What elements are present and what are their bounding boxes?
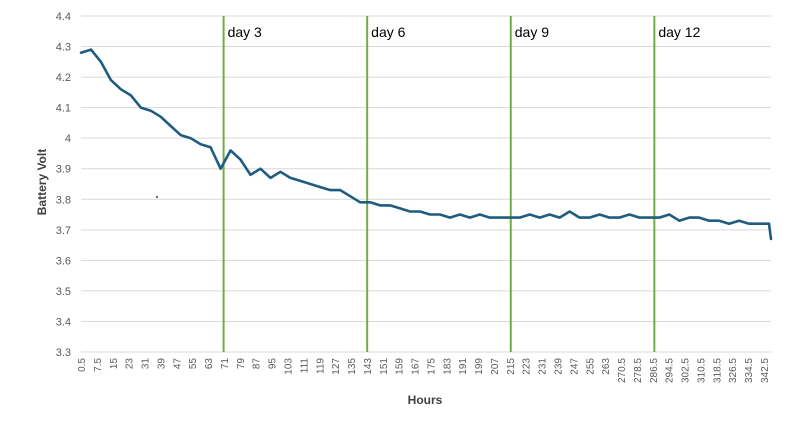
x-tick-label: 334.5	[744, 358, 755, 383]
y-tick-label: 3.7	[56, 225, 71, 237]
x-tick-label: 15	[109, 358, 120, 370]
stray-dot	[156, 196, 158, 198]
x-tick-label: 270.5	[617, 358, 628, 383]
x-axis-title: Hours	[408, 393, 443, 407]
y-axis-title: Battery Volt	[35, 149, 49, 215]
x-tick-label: 63	[204, 358, 215, 370]
x-tick-label: 103	[283, 358, 294, 375]
x-tick-label: 183	[442, 358, 453, 375]
x-tick-label: 0.5	[77, 358, 88, 372]
y-tick-label: 4.2	[56, 72, 71, 84]
x-tick-label: 95	[268, 358, 279, 370]
day-marker-label: day 6	[371, 24, 405, 40]
y-tick-label: 4.3	[56, 42, 71, 54]
x-tick-label: 207	[490, 358, 501, 375]
x-tick-label: 127	[331, 358, 342, 375]
x-tick-label: 247	[569, 358, 580, 375]
day-marker-label: day 12	[658, 24, 700, 40]
x-tick-label: 231	[538, 358, 549, 375]
x-tick-label: 239	[554, 358, 565, 375]
x-tick-label: 47	[172, 358, 183, 370]
gridlines	[81, 15, 771, 353]
day-markers: day 3 day 6 day 9 day 12	[222, 16, 701, 352]
y-tick-label: 3.6	[56, 255, 71, 267]
x-tick-label: 143	[363, 358, 374, 375]
x-tick-label: 111	[299, 358, 310, 374]
y-tick-label: 3.5	[56, 286, 71, 298]
x-tick-label: 294.5	[665, 358, 676, 383]
x-tick-label: 167	[411, 358, 422, 375]
x-tick-label: 7.5	[93, 358, 104, 372]
x-tick-label: 119	[315, 358, 326, 374]
x-axis-ticks: 0.5 7.5 15 23 31 39 47 55 63 71 79 87 95 103 111 119 127…	[77, 358, 771, 383]
series-layer	[79, 48, 773, 241]
x-tick-label: 318.5	[712, 358, 723, 383]
y-tick-label: 3.3	[56, 347, 71, 359]
x-tick-label: 302.5	[681, 358, 692, 383]
y-tick-label: 4	[65, 133, 71, 145]
x-tick-label: 151	[379, 358, 390, 375]
x-tick-label: 286.5	[649, 358, 660, 383]
day-marker-label: day 9	[515, 24, 549, 40]
x-tick-label: 23	[125, 358, 136, 370]
y-tick-label: 3.8	[56, 194, 71, 206]
x-tick-label: 310.5	[696, 358, 707, 383]
x-tick-label: 278.5	[633, 358, 644, 383]
x-tick-label: 175	[426, 358, 437, 375]
x-tick-label: 326.5	[728, 358, 739, 383]
y-tick-label: 4.1	[56, 103, 71, 115]
y-tick-label: 3.9	[56, 164, 71, 176]
y-tick-label: 3.4	[56, 316, 71, 328]
x-tick-label: 191	[458, 358, 469, 375]
x-tick-label: 135	[347, 358, 358, 375]
x-tick-label: 342.5	[760, 358, 771, 383]
x-tick-label: 159	[395, 358, 406, 375]
x-tick-label: 263	[601, 358, 612, 375]
day-marker-label: day 3	[228, 24, 262, 40]
y-tick-label: 4.4	[56, 11, 71, 23]
x-tick-label: 31	[141, 358, 152, 370]
x-tick-label: 199	[474, 358, 485, 375]
x-tick-label: 255	[585, 358, 596, 375]
x-tick-label: 71	[220, 358, 231, 370]
x-tick-label: 87	[252, 358, 263, 370]
x-tick-label: 55	[188, 358, 199, 370]
voltage-series-line	[79, 48, 773, 241]
x-tick-label: 79	[236, 358, 247, 370]
y-axis-ticks: 3.3 3.4 3.5 3.6 3.7 3.8 3.9 4 4.1 4.2 4.3 4.4	[56, 11, 71, 359]
x-tick-label: 223	[522, 358, 533, 375]
x-tick-label: 215	[506, 358, 517, 375]
x-tick-label: 39	[156, 358, 167, 370]
